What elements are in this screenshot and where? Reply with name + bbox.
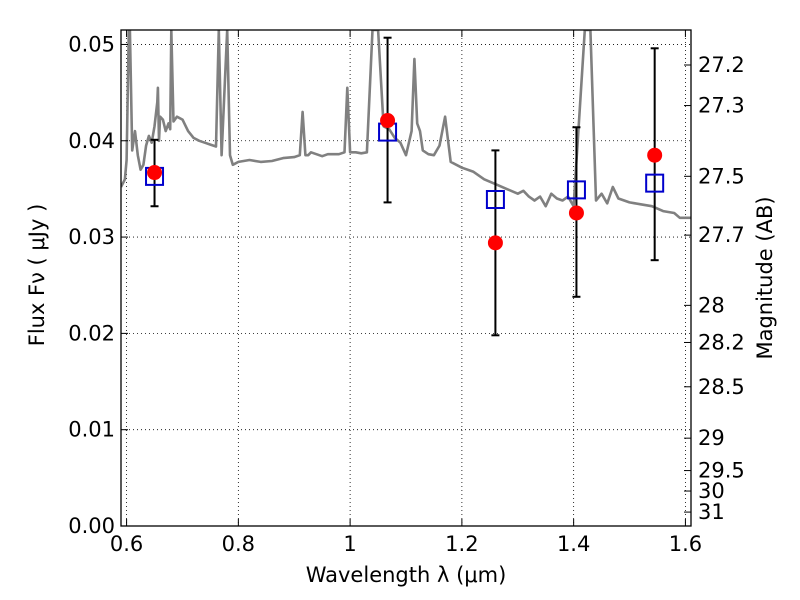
tick-labels: 0.6 0.8 1 1.2 1.4 1.6 0.00 0.01 0.02 0.03 0.04 0.05… (68, 32, 745, 556)
magnitude-tick-label: 28.2 (698, 330, 745, 354)
model-spectrum (121, 30, 691, 220)
model-photometry-square (566, 180, 586, 200)
y-tick-label: 0.02 (68, 321, 115, 345)
plot-frame (120, 29, 692, 527)
x-tick-label: 1.2 (445, 532, 478, 556)
magnitude-tick-label: 27.2 (698, 53, 745, 77)
x-tick-label: 0.6 (110, 532, 143, 556)
y-tick-label: 0.03 (68, 225, 115, 249)
x-tick-label: 1 (343, 532, 356, 556)
magnitude-tick-label: 27.7 (698, 223, 745, 247)
x-tick-label: 1.6 (669, 532, 702, 556)
x-tick-label: 1.4 (557, 532, 590, 556)
y-tick-label: 0.00 (68, 514, 115, 538)
x-tick-label: 0.8 (222, 532, 255, 556)
model-photometry-square (645, 173, 665, 193)
grid (121, 30, 691, 526)
model-photometry-square (485, 190, 505, 210)
observed-point (647, 147, 663, 163)
y-tick-label: 0.05 (68, 32, 115, 56)
ticks (121, 30, 691, 527)
magnitude-tick-label: 29 (698, 426, 725, 450)
spectrum-line (121, 30, 691, 220)
observed-point (147, 165, 163, 181)
magnitude-tick-label: 31 (698, 500, 725, 524)
magnitude-tick-label: 27.5 (698, 164, 745, 188)
observed-point (568, 205, 584, 221)
x-axis-label: Wavelength λ (μm) (306, 563, 507, 587)
y-tick-label: 0.04 (68, 129, 115, 153)
y-axis-label: Flux Fν ( μJy ) (25, 204, 49, 347)
magnitude-tick-label: 28 (698, 293, 725, 317)
magnitude-tick-label: 27.3 (698, 94, 745, 118)
observed-point (487, 235, 503, 251)
magnitude-tick-label: 28.5 (698, 375, 745, 399)
magnitude-tick-label: 29.5 (698, 459, 745, 483)
magnitude-tick-label: 30 (698, 479, 725, 503)
right-axis-label: Magnitude (AB) (753, 196, 777, 359)
observed-point (380, 113, 396, 129)
observed-points (147, 113, 663, 251)
y-tick-label: 0.01 (68, 418, 115, 442)
